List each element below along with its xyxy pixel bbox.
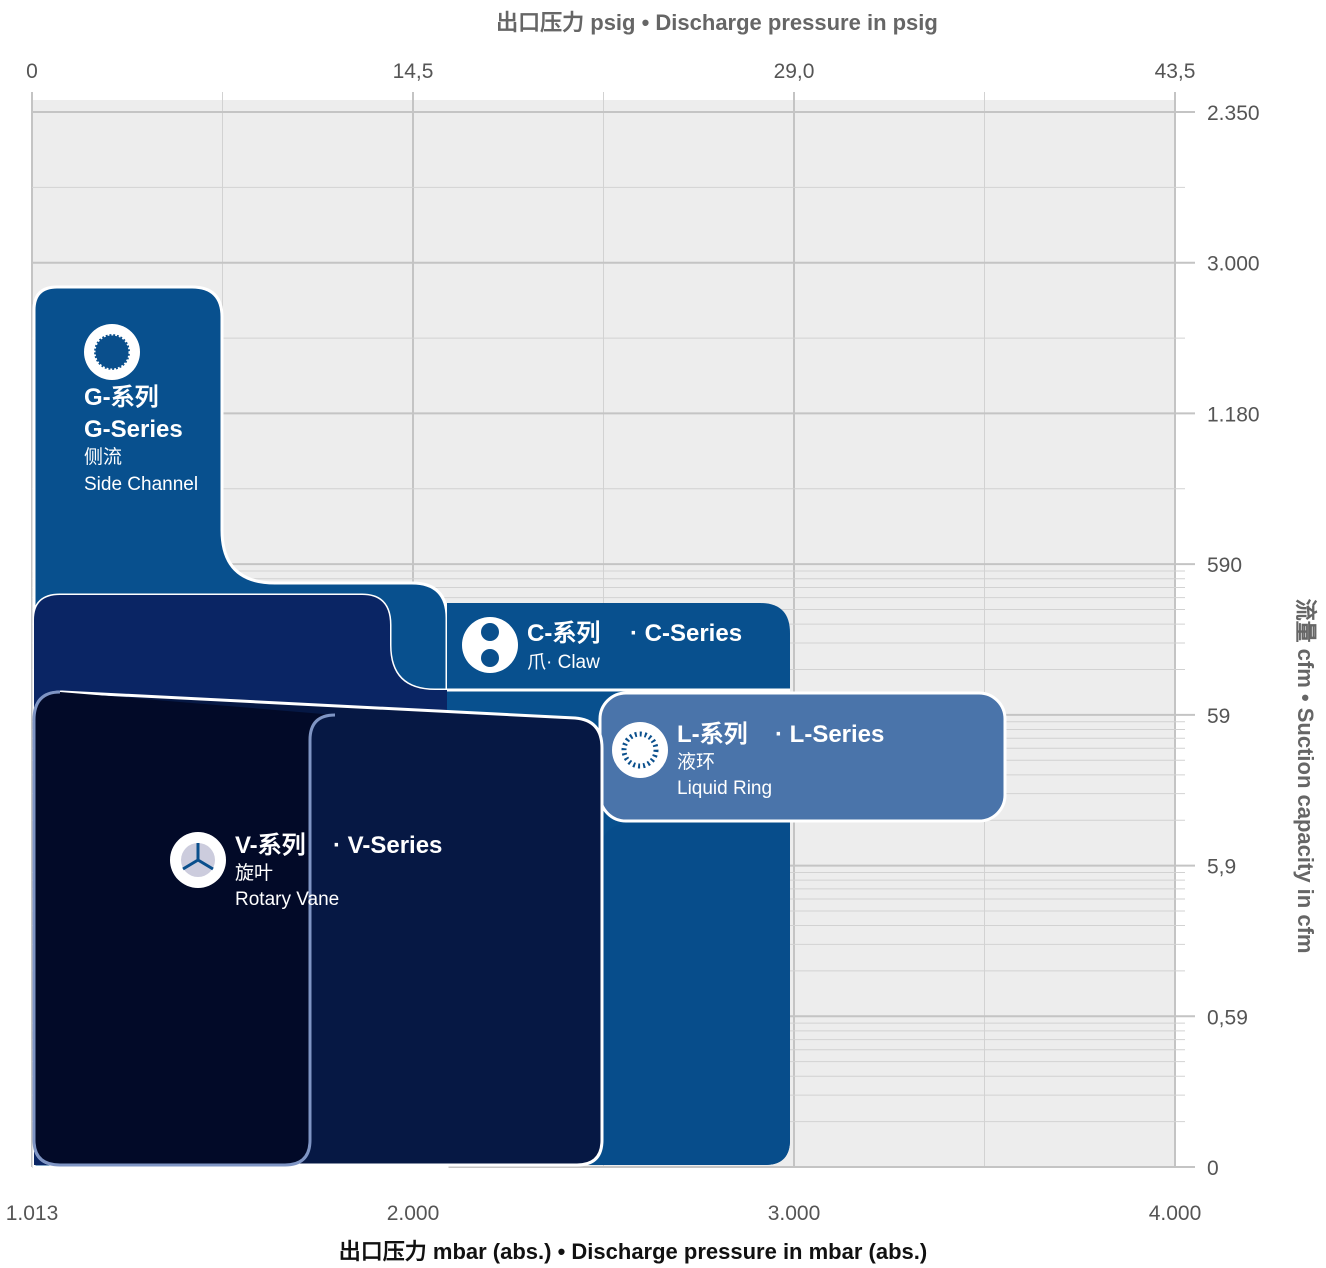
v-icon-vanes: [182, 843, 214, 871]
l-icon: [612, 722, 668, 778]
grid: [31, 92, 1195, 1168]
v-name-cn: V-系列: [235, 832, 306, 859]
l-name-en: · L-Series: [775, 721, 884, 748]
top-tick-label: 43,5: [1155, 60, 1196, 83]
l-type-en: Liquid Ring: [677, 778, 772, 799]
l-lower-area: [600, 823, 790, 1165]
right-tick-label: 59: [1207, 705, 1230, 728]
right-tick-label: 5,9: [1207, 856, 1236, 879]
c-icon: [462, 617, 518, 673]
l-type-cn: 液环: [677, 751, 715, 773]
top-axis-title: 出口压力 psig • Discharge pressure in psig: [496, 10, 938, 35]
v-name-en: · V-Series: [333, 832, 442, 859]
c-type: 爪· Claw: [527, 652, 600, 673]
g-type-en: Side Channel: [84, 474, 198, 495]
right-tick-label: 2.350: [1207, 102, 1260, 125]
right-tick-label: 1.180: [1207, 403, 1260, 426]
right-tick-label: 590: [1207, 554, 1242, 577]
g-type-cn: 侧流: [84, 446, 122, 468]
top-tick-label: 29,0: [774, 60, 815, 83]
g-icon-inner: [92, 332, 132, 372]
c-icon-lobe: [481, 649, 499, 667]
c-icon-lobe: [481, 623, 499, 641]
bottom-axis-title: 出口压力 mbar (abs.) • Discharge pressure in…: [339, 1239, 927, 1264]
right-tick-label: 0: [1207, 1157, 1219, 1180]
bottom-tick-label: 4.000: [1149, 1202, 1202, 1225]
top-tick-label: 0: [26, 60, 38, 83]
c-name-cn: C-系列: [527, 620, 600, 647]
c-name-en: · C-Series: [630, 620, 742, 647]
l-name-cn: L-系列: [677, 721, 748, 748]
bottom-tick-label: 2.000: [387, 1202, 440, 1225]
g-name-en: G-Series: [84, 416, 183, 443]
bottom-tick-label: 3.000: [768, 1202, 821, 1225]
v-type-en: Rotary Vane: [235, 889, 339, 910]
g-name-cn: G-系列: [84, 384, 159, 411]
top-tick-label: 14,5: [393, 60, 434, 83]
right-tick-label: 0,59: [1207, 1006, 1248, 1029]
right-tick-label: 3.000: [1207, 253, 1260, 276]
v-type-cn: 旋叶: [235, 862, 273, 884]
right-axis-title: 流量 cfm • Suction capacity in cfm: [1293, 599, 1318, 954]
v-dark-area: [32, 690, 336, 1167]
l-icon-inner: [621, 731, 659, 769]
bottom-tick-label: 1.013: [6, 1202, 59, 1225]
